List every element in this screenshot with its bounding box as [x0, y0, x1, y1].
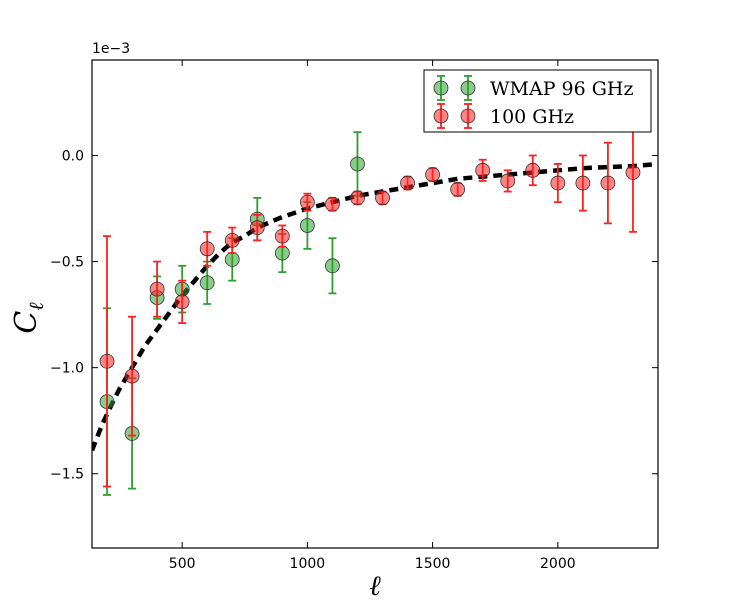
- y-tick-label: −0.5: [50, 255, 84, 271]
- model-curve: [92, 161, 658, 452]
- data-point: [299, 218, 315, 233]
- legend-marker: [433, 108, 449, 124]
- series-wmap-96ghz: [99, 131, 365, 496]
- x-tick-label: 500: [169, 556, 196, 572]
- x-axis: 500 1000 1500 2000: [169, 60, 576, 572]
- y-tick-label: −1.0: [50, 361, 84, 377]
- data-point: [199, 241, 215, 257]
- legend-marker: [460, 80, 476, 96]
- data-point: [575, 175, 591, 191]
- legend-box: [423, 69, 652, 133]
- y-tick-label: 0.0: [62, 148, 84, 164]
- data-point: [249, 220, 265, 236]
- x-tick-label: 1500: [415, 556, 451, 572]
- data-point: [350, 156, 365, 172]
- data-series: [99, 112, 641, 496]
- data-point: [475, 162, 491, 178]
- x-tick-label: 1000: [290, 556, 326, 572]
- legend-label: 100 GHz: [490, 106, 574, 128]
- data-point: [149, 281, 165, 297]
- y-axis-label: Cℓ: [9, 302, 48, 334]
- legend-label: WMAP 96 GHz: [490, 78, 634, 100]
- data-point: [350, 190, 365, 206]
- data-point: [425, 167, 441, 182]
- series-100ghz: [99, 112, 641, 488]
- data-point: [525, 162, 541, 178]
- x-axis-label: ℓ: [369, 569, 381, 602]
- data-point: [274, 228, 290, 244]
- legend-marker: [460, 108, 476, 124]
- data-point: [224, 252, 240, 267]
- data-point: [224, 232, 240, 248]
- model-curve-line: [92, 161, 658, 452]
- data-point: [600, 175, 616, 191]
- y-tick-label: −1.5: [50, 467, 84, 483]
- y-axis: 0.0 −0.5 −1.0 −1.5: [50, 148, 658, 483]
- data-point: [625, 165, 641, 180]
- x-tick-label: 2000: [540, 556, 576, 572]
- data-point: [274, 245, 290, 261]
- offset-label: 1e−3: [92, 41, 130, 57]
- data-point: [199, 275, 215, 291]
- legend-marker: [433, 80, 449, 96]
- data-point: [299, 194, 315, 210]
- data-point: [550, 175, 566, 191]
- data-point: [325, 258, 340, 274]
- data-point: [450, 182, 466, 197]
- data-point: [99, 353, 115, 369]
- data-point: [124, 368, 140, 384]
- plot-frame: [91, 59, 659, 549]
- legend: WMAP 96 GHz 100 GHz: [423, 69, 652, 133]
- data-point: [174, 294, 190, 310]
- data-point: [325, 196, 340, 212]
- data-point: [500, 173, 516, 189]
- data-point: [400, 175, 415, 191]
- data-point: [375, 190, 390, 206]
